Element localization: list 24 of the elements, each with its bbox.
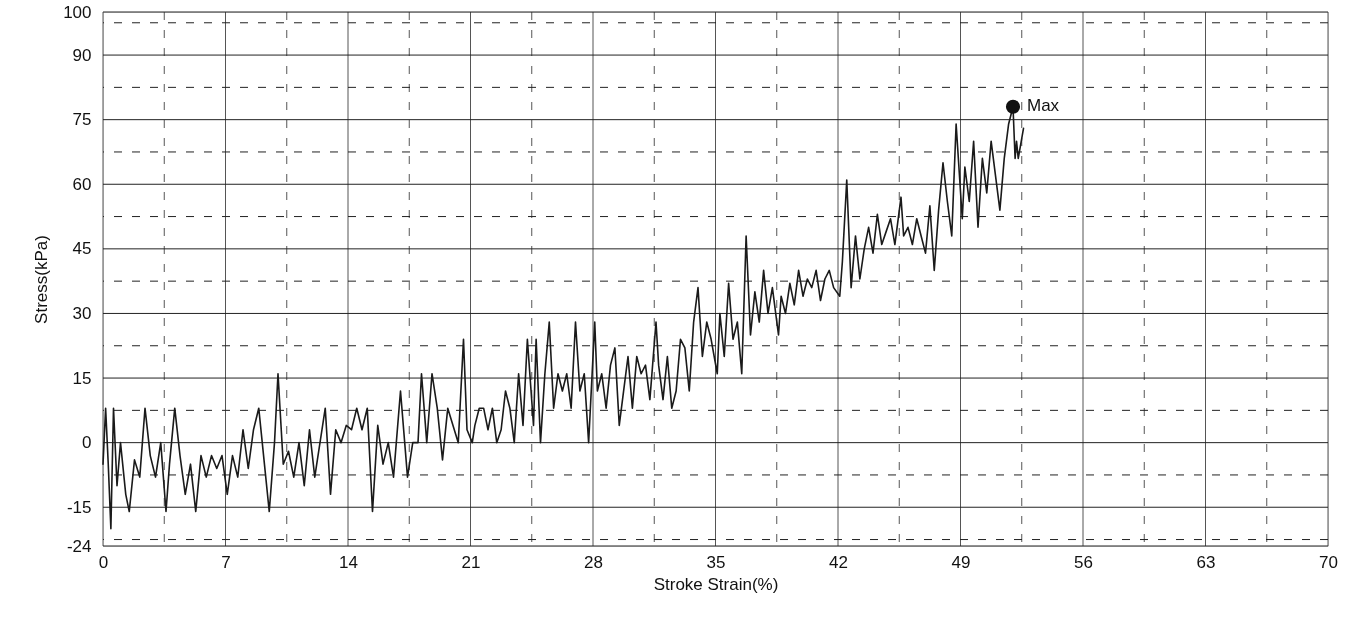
y-tick-label: 100 (63, 2, 92, 22)
y-tick-label: 45 (72, 239, 92, 259)
x-tick-label: 70 (1319, 552, 1338, 572)
x-tick-label: 21 (461, 552, 481, 572)
annotation: Max (1027, 95, 1060, 115)
x-tick-label: 42 (829, 552, 848, 572)
x-tick-label: 0 (98, 552, 109, 572)
y-tick-label: 75 (72, 110, 92, 130)
x-tick-label: 49 (951, 552, 971, 572)
x-tick-label: 14 (339, 552, 358, 572)
x-tick-label: 56 (1074, 552, 1093, 572)
x-axis-title: Stroke Strain(%) (653, 574, 779, 594)
y-tick-label: 30 (72, 303, 92, 323)
x-tick-label: 63 (1196, 552, 1216, 572)
x-tick-label: 28 (584, 552, 603, 572)
x-tick-label: 7 (221, 552, 231, 572)
y-tick-label: 15 (72, 368, 92, 388)
y-tick-label: 90 (72, 45, 92, 65)
x-tick-label: 35 (706, 552, 726, 572)
y-axis-title: Stress(kPa) (32, 235, 52, 324)
y-tick-label: -15 (66, 497, 92, 517)
y-tick-label: 0 (82, 433, 92, 453)
y-tick-label: 60 (72, 174, 92, 194)
y-tick-label: -24 (66, 536, 92, 556)
